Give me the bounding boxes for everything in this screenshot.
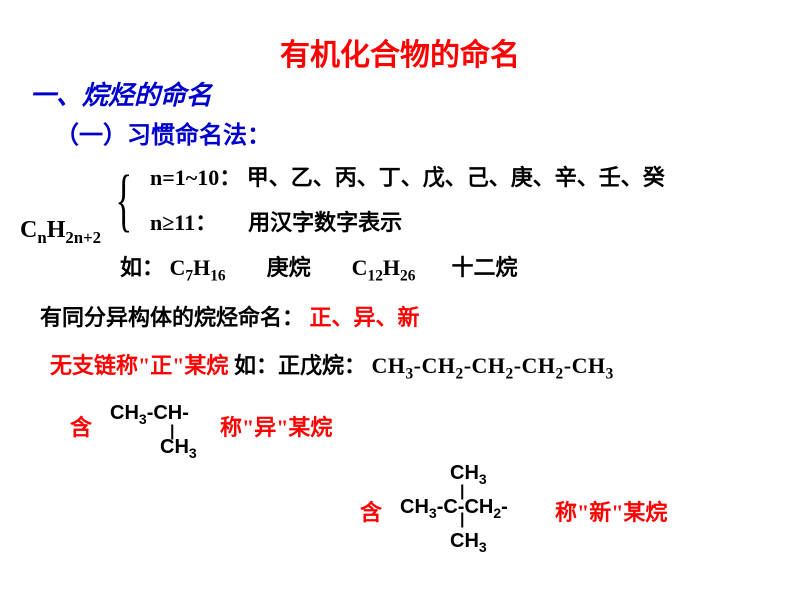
- case-n-large: n≥11： 用汉字数字表示: [150, 205, 402, 237]
- xin-contains: 含: [360, 495, 382, 527]
- yi-rule-text: 称"异"某烷: [220, 410, 332, 442]
- xin-structure-bar1: |: [460, 481, 464, 503]
- ex2-name: 十二烷: [451, 255, 517, 280]
- case1-range: n=1~10：: [150, 165, 241, 190]
- ex2-formula: C12H26: [352, 255, 416, 280]
- xin-structure-bar2: |: [460, 509, 464, 531]
- isomer-prefixes: 正、异、新: [310, 305, 420, 330]
- ex1-name: 庚烷: [267, 255, 311, 280]
- yi-contains: 含: [70, 415, 92, 440]
- yi-structure-bot: CH3: [160, 436, 197, 464]
- section-heading: 一、烷烃的命名: [30, 75, 212, 112]
- page-title: 有机化合物的命名: [0, 30, 800, 74]
- isomer-label: 有同分异构体的烷烃命名：: [40, 305, 304, 330]
- ex1-formula: C7H16: [170, 255, 226, 280]
- yi-row: 含: [70, 410, 92, 442]
- case2-range: n≥11：: [150, 210, 217, 235]
- case1-names: 甲、乙、丙、丁、戊、己、庚、辛、壬、癸: [247, 165, 665, 190]
- examples-row: 如： C7H16 庚烷 C12H26 十二烷: [120, 250, 517, 285]
- zheng-example-label: 如：正戊烷：: [234, 353, 366, 378]
- case2-desc: 用汉字数字表示: [248, 210, 402, 235]
- yi-structure-top: CH3-CH-: [110, 402, 197, 430]
- xin-structure-top: CH3: [450, 462, 508, 490]
- zheng-structure: CH3-CH2-CH2-CH2-CH3: [371, 353, 613, 378]
- case-n-small: n=1~10： 甲、乙、丙、丁、戊、己、庚、辛、壬、癸: [150, 160, 665, 192]
- zheng-rule: 无支链称"正"某烷: [50, 353, 228, 378]
- yi-structure-bar: |: [170, 421, 174, 443]
- xin-structure-mid: CH3-C-CH2-: [400, 496, 508, 524]
- examples-label: 如：: [120, 255, 164, 280]
- zheng-row: 无支链称"正"某烷 如：正戊烷： CH3-CH2-CH2-CH2-CH3: [50, 348, 614, 383]
- isomer-row: 有同分异构体的烷烃命名： 正、异、新: [40, 300, 420, 332]
- xin-rule-text: 称"新"某烷: [555, 495, 667, 527]
- yi-structure: CH3-CH- | CH3: [110, 402, 197, 464]
- subsection-heading: （一）习惯命名法：: [55, 115, 271, 150]
- xin-structure: CH3 | CH3-C-CH2- | CH3: [400, 462, 508, 558]
- general-formula-block: CnH2n+2 {: [20, 158, 141, 228]
- xin-structure-bot: CH3: [450, 530, 508, 558]
- general-formula: CnH2n+2: [20, 217, 107, 243]
- brace-icon: {: [115, 166, 132, 236]
